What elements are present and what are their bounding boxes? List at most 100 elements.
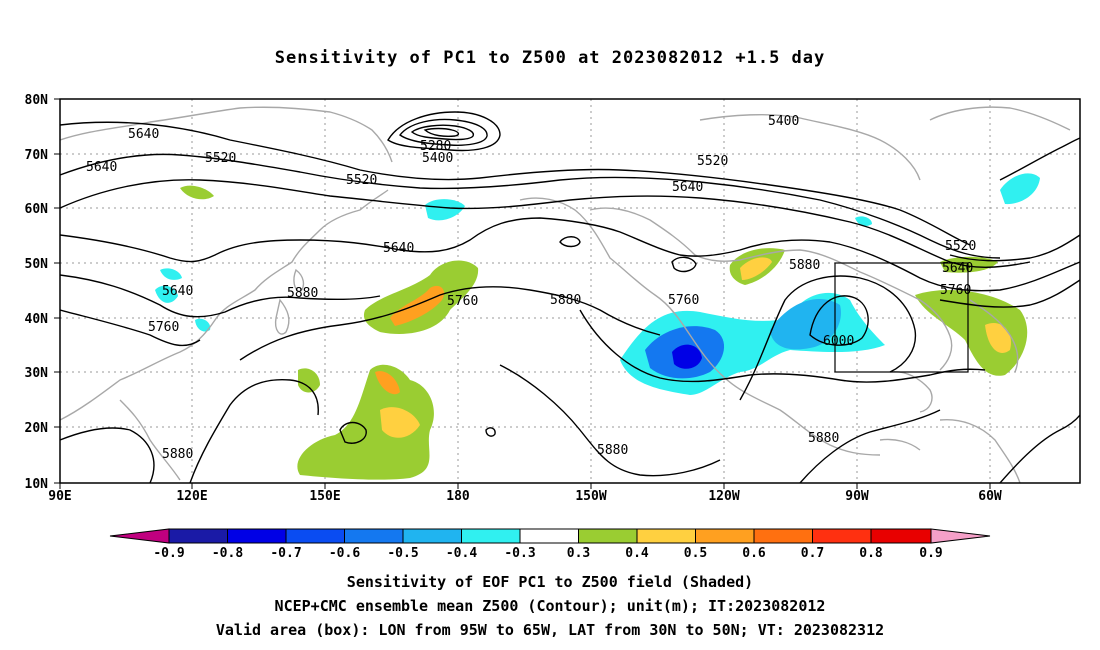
colorbar-label: -0.6	[329, 546, 360, 561]
colorbar-segment	[402, 528, 462, 544]
contour-label: 5400	[768, 114, 799, 129]
positive-sensitivity-core-2	[375, 371, 400, 395]
negative-sensitivity-region-6	[195, 318, 211, 332]
map-title: Sensitivity of PC1 to Z500 at 2023082012…	[274, 48, 826, 68]
coastlines	[60, 106, 1071, 483]
lon-tick-label: 150W	[575, 489, 606, 504]
map-border	[59, 98, 1081, 484]
colorbar-high-arrow	[930, 528, 991, 544]
colorbar-label: -0.7	[270, 546, 301, 561]
colorbar-segment	[227, 528, 287, 544]
contour-label: 6000	[823, 334, 854, 349]
colorbar-label: -0.5	[387, 546, 418, 561]
lon-tick-label: 60W	[978, 489, 1002, 504]
contour-labels: 5640 5640 5520 5520 5280 5400 5400 5520 …	[86, 114, 976, 462]
positive-sensitivity-region-7	[298, 368, 320, 393]
colorbar-label: -0.9	[153, 546, 184, 561]
lon-tick-label: 120W	[708, 489, 739, 504]
contour-label: 5880	[287, 286, 318, 301]
contour-label: 5640	[942, 261, 973, 276]
negative-sensitivity-region-7	[855, 216, 872, 226]
contour-label: 5760	[148, 320, 179, 335]
colorbar-segment	[753, 528, 813, 544]
negative-sensitivity-region-3	[1000, 173, 1040, 205]
colorbar-segment	[461, 528, 521, 544]
colorbar-label: 0.3	[567, 546, 590, 561]
contour-label: 5760	[668, 293, 699, 308]
negative-sensitivity-region-5	[160, 268, 182, 280]
positive-sensitivity-region-6	[180, 185, 214, 200]
lon-tick-label: 90E	[48, 489, 71, 504]
caption-line-3: Valid area (box): LON from 95W to 65W, L…	[215, 621, 885, 639]
lat-tick-label: 80N	[25, 93, 49, 108]
contour-label: 5880	[597, 443, 628, 458]
contour-label: 5880	[550, 293, 581, 308]
negative-sensitivity-region-2	[425, 199, 465, 221]
contour-label: 5760	[447, 294, 478, 309]
valid-area-box	[834, 262, 969, 373]
lat-tick-label: 70N	[25, 148, 49, 163]
lat-tick-label: 30N	[25, 366, 49, 381]
positive-sensitivity-core	[390, 285, 445, 326]
colorbar-label: 0.6	[742, 546, 766, 561]
colorbar-segment	[168, 528, 228, 544]
colorbar-segment	[870, 528, 932, 544]
positive-sensitivity-yellow-2	[380, 407, 420, 438]
colorbar-segment	[695, 528, 755, 544]
negative-sensitivity-region-4	[155, 285, 178, 303]
negative-sensitivity-region-east	[770, 298, 841, 350]
contour-label: 5400	[422, 151, 453, 166]
lon-tick-label: 120E	[176, 489, 207, 504]
colorbar-segment	[344, 528, 404, 544]
lat-tick-label: 40N	[25, 312, 49, 327]
sensitivity-shading	[155, 173, 1040, 480]
contour-label: 5280	[420, 139, 451, 154]
lon-tick-label: 90W	[845, 489, 869, 504]
caption-line-2: NCEP+CMC ensemble mean Z500 (Contour); u…	[274, 597, 826, 615]
negative-sensitivity-peak	[672, 344, 702, 369]
contour-label: 5520	[945, 239, 976, 254]
colorbar-segment	[812, 528, 872, 544]
colorbar-label: -0.8	[212, 546, 243, 561]
colorbar-label: -0.3	[504, 546, 535, 561]
lat-tick-label: 10N	[25, 477, 49, 492]
colorbar-low-arrow	[109, 528, 170, 544]
caption-line-1: Sensitivity of EOF PC1 to Z500 field (Sh…	[346, 573, 754, 591]
colorbar-label: 0.4	[625, 546, 649, 561]
contour-label: 5640	[162, 284, 193, 299]
positive-sensitivity-region-4	[915, 290, 1028, 376]
contour-label: 5520	[697, 154, 728, 169]
colorbar-segment	[519, 528, 579, 544]
lon-axis: 90E 120E 150E 180 150W 120W 90W 60W	[48, 483, 1002, 504]
positive-sensitivity-yellow-3	[740, 257, 772, 280]
contour-label: 5640	[128, 127, 159, 142]
positive-sensitivity-region-2	[297, 364, 434, 480]
contour-label: 5760	[940, 283, 971, 298]
colorbar-segment	[578, 528, 638, 544]
colorbar-label: 0.9	[919, 546, 942, 561]
lon-tick-label: 150E	[309, 489, 340, 504]
contour-label: 5880	[789, 258, 820, 273]
colorbar-label: 0.8	[859, 546, 883, 561]
colorbar-segment	[285, 528, 345, 544]
contour-label: 5520	[205, 151, 236, 166]
lat-tick-label: 50N	[25, 257, 49, 272]
colorbar-label: 0.5	[684, 546, 707, 561]
z500-contours	[60, 111, 1080, 483]
contour-label: 5880	[162, 447, 193, 462]
contour-label: 5880	[808, 431, 839, 446]
lat-tick-label: 20N	[25, 421, 49, 436]
colorbar-label: 0.7	[801, 546, 824, 561]
contour-label: 5640	[672, 180, 703, 195]
colorbar-label: -0.4	[446, 546, 477, 561]
positive-sensitivity-yellow-4	[985, 322, 1011, 353]
colorbar-segment	[636, 528, 696, 544]
lon-tick-label: 180	[446, 489, 470, 504]
colorbar: -0.9 -0.8 -0.7 -0.6 -0.5 -0.4 -0.3 0.3 0…	[109, 528, 991, 561]
contour-label: 5640	[86, 160, 117, 175]
lat-axis: 80N 70N 60N 50N 40N 30N 20N 10N	[25, 93, 60, 492]
lat-tick-label: 60N	[25, 202, 49, 217]
contour-label: 5640	[383, 241, 414, 256]
contour-label: 5520	[346, 173, 377, 188]
